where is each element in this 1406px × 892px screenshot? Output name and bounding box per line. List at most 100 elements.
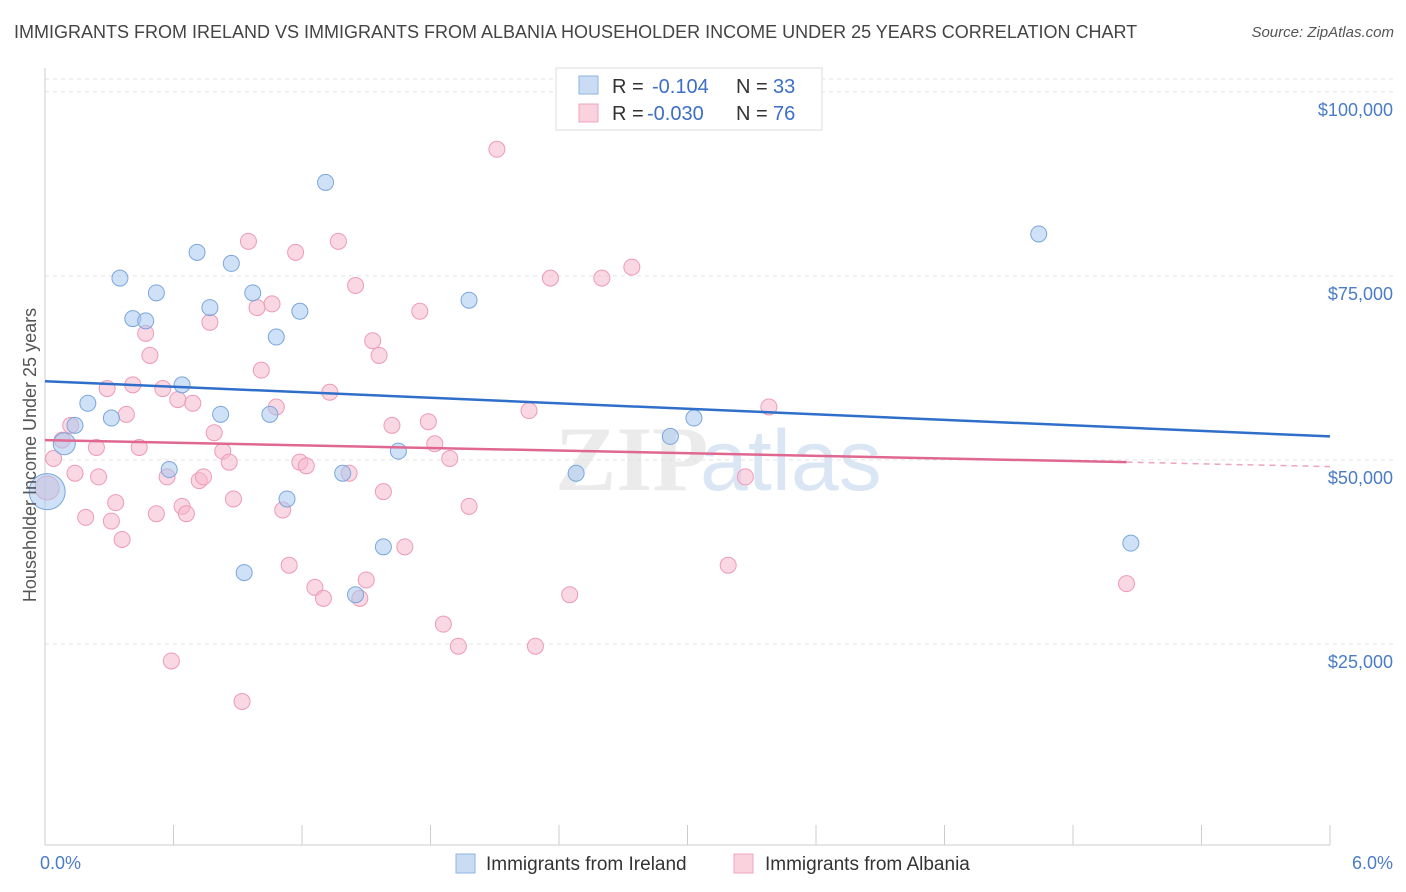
ireland-point <box>79 394 97 412</box>
albania-point <box>329 232 347 250</box>
ireland-point <box>222 254 240 272</box>
albania-point <box>593 269 611 287</box>
gridlines <box>45 78 1395 645</box>
ireland-point <box>244 284 262 302</box>
ireland-point <box>1030 225 1048 243</box>
ireland-point <box>160 461 178 479</box>
albania-point <box>374 483 392 501</box>
albania-point <box>1118 575 1136 593</box>
albania-point <box>297 457 315 475</box>
bottom-legend-swatch-albania <box>733 853 754 874</box>
legend-r-value-ireland: -0.104 <box>652 76 709 98</box>
trend-line-albania-extension <box>1126 461 1331 468</box>
legend-r-label-albania: R = <box>612 103 644 125</box>
legend-r-value-albania: -0.030 <box>647 103 704 125</box>
albania-point <box>130 438 148 456</box>
chart-title: IMMIGRANTS FROM IRELAND VS IMMIGRANTS FR… <box>14 22 1138 42</box>
y-tick-label: $100,000 <box>1318 100 1393 120</box>
ireland-point <box>347 586 365 604</box>
legend-swatch-ireland <box>578 75 599 95</box>
ireland-point <box>661 427 679 445</box>
chart-source: Source: ZipAtlas.com <box>1251 24 1394 41</box>
ireland-point <box>267 328 285 346</box>
ireland-point <box>291 302 309 320</box>
ireland-point <box>102 409 120 427</box>
ireland-point <box>278 490 296 508</box>
ireland-point <box>52 432 76 456</box>
albania-point <box>154 380 172 398</box>
ireland-point <box>685 409 703 427</box>
bottom-legend-ireland: Immigrants from Ireland <box>486 854 687 875</box>
ireland-point <box>137 312 155 330</box>
albania-point <box>141 346 159 364</box>
albania-point <box>113 530 131 548</box>
ireland-point <box>1122 534 1140 552</box>
albania-point <box>441 450 459 467</box>
ireland-point <box>111 269 129 287</box>
ireland-point <box>66 416 84 434</box>
trend-lines <box>44 379 1331 468</box>
albania-point <box>248 299 266 317</box>
y-tick-label: $75,000 <box>1328 284 1393 304</box>
legend-n-label-ireland: N = <box>736 76 768 98</box>
ireland-point <box>212 405 230 423</box>
legend-n-value-ireland: 33 <box>773 76 795 98</box>
albania-point <box>45 450 63 467</box>
axes <box>44 68 1331 846</box>
albania-point <box>224 490 242 508</box>
albania-points <box>34 140 1136 710</box>
albania-point <box>460 497 478 515</box>
albania-point <box>263 295 281 313</box>
albania-point <box>526 637 544 655</box>
y-axis-label: Householder Income Under 25 years <box>20 308 40 602</box>
albania-point <box>370 346 388 364</box>
trend-line-albania <box>44 438 1127 464</box>
ireland-point <box>261 405 279 423</box>
albania-point <box>117 405 135 423</box>
ireland-point <box>334 464 352 482</box>
albania-point <box>169 391 187 409</box>
trend-line-ireland <box>44 379 1331 438</box>
albania-point <box>314 589 332 607</box>
albania-point <box>201 313 219 331</box>
albania-point <box>719 556 737 574</box>
albania-point <box>194 468 212 486</box>
albania-point <box>220 453 238 471</box>
stats-legend: R = -0.104 N = 33 R = -0.030 N = 76 <box>555 67 823 131</box>
bottom-legend-albania: Immigrants from Albania <box>765 854 970 875</box>
albania-point <box>411 302 429 320</box>
albania-point <box>287 243 305 261</box>
albania-point <box>357 571 375 589</box>
albania-point <box>520 402 538 420</box>
albania-point <box>280 556 298 574</box>
ireland-point <box>317 173 335 191</box>
albania-point <box>449 637 467 655</box>
ireland-point <box>201 299 219 317</box>
legend-n-label-albania: N = <box>736 103 768 125</box>
albania-point <box>541 269 559 287</box>
albania-point <box>383 416 401 434</box>
ireland-point <box>173 376 191 394</box>
ireland-point <box>567 464 585 482</box>
y-tick-label: $50,000 <box>1328 468 1393 488</box>
watermark: ZIP atlas <box>555 408 882 510</box>
ireland-point <box>460 291 478 309</box>
albania-point <box>347 276 365 294</box>
ireland-point <box>28 473 66 511</box>
legend-r-label-ireland: R = <box>612 76 644 98</box>
legend-n-value-albania: 76 <box>773 103 795 125</box>
x-tick-label-max: 6.0% <box>1352 853 1393 873</box>
albania-point <box>488 140 506 158</box>
y-tick-labels: $25,000 $50,000 $75,000 $100,000 <box>1318 100 1393 672</box>
ireland-point <box>235 564 253 582</box>
albania-point <box>90 468 108 486</box>
albania-point <box>239 232 257 250</box>
albania-point <box>66 464 84 482</box>
stats-legend-box <box>555 67 823 131</box>
x-tick-label-min: 0.0% <box>40 853 81 873</box>
albania-point <box>736 468 754 486</box>
ireland-point <box>147 284 165 302</box>
albania-point <box>87 438 105 456</box>
albania-point <box>102 512 120 530</box>
